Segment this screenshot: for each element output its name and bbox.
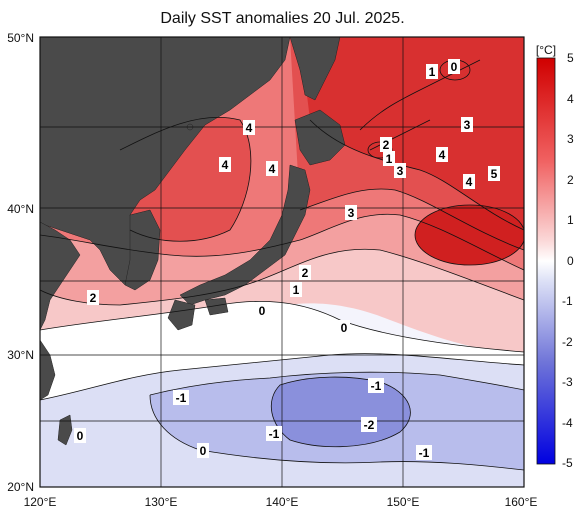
svg-text:-1: -1	[419, 446, 430, 460]
contour-value-labels: 4 4 4 2 1 3 3 1 0 4 4 5 3 2 1 2 0 0 -1 -…	[74, 59, 500, 460]
svg-text:0: 0	[567, 254, 574, 268]
contour-label: 4	[436, 147, 448, 162]
svg-text:1: 1	[429, 65, 436, 79]
svg-text:2: 2	[383, 138, 390, 152]
lon-label-150: 150°E	[387, 495, 420, 509]
contour-label: -1	[368, 378, 384, 393]
svg-text:4: 4	[246, 121, 253, 135]
contour-label: 3	[461, 117, 473, 132]
longitude-labels: 120°E 130°E 140°E 150°E 160°E	[24, 495, 538, 509]
colorbar-ticks: 5 4 3 2 1 0 -1 -2 -3 -4 -5	[562, 51, 574, 470]
svg-text:2: 2	[567, 173, 574, 187]
svg-text:2: 2	[90, 291, 97, 305]
contour-label: -1	[173, 390, 189, 405]
colorbar: [°C] 5 4 3 2 1 0 -1 -2 -3 -4 -5	[536, 43, 574, 470]
colorbar-unit: [°C]	[536, 43, 556, 57]
svg-text:0: 0	[451, 60, 458, 74]
svg-text:-2: -2	[364, 418, 375, 432]
contour-label: 0	[197, 443, 209, 458]
svg-text:-1: -1	[562, 294, 573, 308]
svg-text:4: 4	[567, 92, 574, 106]
contour-label: 4	[266, 161, 278, 176]
svg-text:-1: -1	[371, 379, 382, 393]
contour-label: 5	[488, 166, 500, 181]
lat-label-30: 30°N	[7, 348, 34, 362]
lat-label-40: 40°N	[7, 202, 34, 216]
contour-label: 0	[338, 320, 350, 335]
contour-label: 0	[74, 428, 86, 443]
contour-label: 2	[380, 137, 392, 152]
anomaly-zone-max	[415, 205, 524, 265]
svg-text:4: 4	[222, 158, 229, 172]
svg-text:4: 4	[269, 162, 276, 176]
svg-text:0: 0	[200, 444, 207, 458]
contour-label: 2	[299, 265, 311, 280]
contour-label: -1	[266, 426, 282, 441]
lon-label-130: 130°E	[145, 495, 178, 509]
svg-text:3: 3	[348, 206, 355, 220]
svg-text:-1: -1	[269, 427, 280, 441]
map-title: Daily SST anomalies 20 Jul. 2025.	[160, 10, 405, 27]
lon-label-140: 140°E	[266, 495, 299, 509]
contour-label: 4	[219, 157, 231, 172]
svg-text:3: 3	[464, 118, 471, 132]
contour-label: 1	[426, 64, 438, 79]
lat-label-20: 20°N	[7, 480, 34, 494]
contour-label: 2	[87, 290, 99, 305]
svg-text:0: 0	[341, 321, 348, 335]
svg-text:5: 5	[567, 51, 574, 65]
contour-label: 0	[448, 59, 460, 74]
contour-label: 4	[463, 174, 475, 189]
graticule	[39, 36, 525, 488]
svg-text:3: 3	[567, 132, 574, 146]
svg-text:4: 4	[466, 175, 473, 189]
contour-label: 3	[345, 205, 357, 220]
latitude-labels: 50°N 40°N 30°N 20°N	[7, 31, 34, 494]
svg-text:1: 1	[567, 213, 574, 227]
contour-label: 3	[394, 163, 406, 178]
contour-label: 1	[290, 282, 302, 297]
svg-text:-4: -4	[562, 416, 573, 430]
svg-text:2: 2	[302, 266, 309, 280]
contour-label: 4	[243, 120, 255, 135]
svg-text:-2: -2	[562, 335, 573, 349]
svg-text:4: 4	[439, 148, 446, 162]
svg-text:0: 0	[77, 429, 84, 443]
lon-label-160: 160°E	[505, 495, 538, 509]
contour-label: 1	[383, 151, 395, 166]
svg-text:1: 1	[293, 283, 300, 297]
svg-text:0: 0	[259, 304, 266, 318]
colorbar-scale	[536, 57, 556, 465]
lon-label-120: 120°E	[24, 495, 57, 509]
svg-text:1: 1	[386, 152, 393, 166]
anomaly-zone-colder	[271, 377, 411, 447]
contour-label: 0	[256, 303, 268, 318]
svg-text:3: 3	[397, 164, 404, 178]
svg-text:-1: -1	[176, 391, 187, 405]
lat-label-50: 50°N	[7, 31, 34, 45]
contour-label: -1	[416, 445, 432, 460]
svg-text:-3: -3	[562, 375, 573, 389]
contour-label: -2	[361, 417, 377, 432]
svg-text:-5: -5	[562, 456, 573, 470]
svg-text:5: 5	[491, 167, 498, 181]
map-field	[40, 37, 524, 487]
